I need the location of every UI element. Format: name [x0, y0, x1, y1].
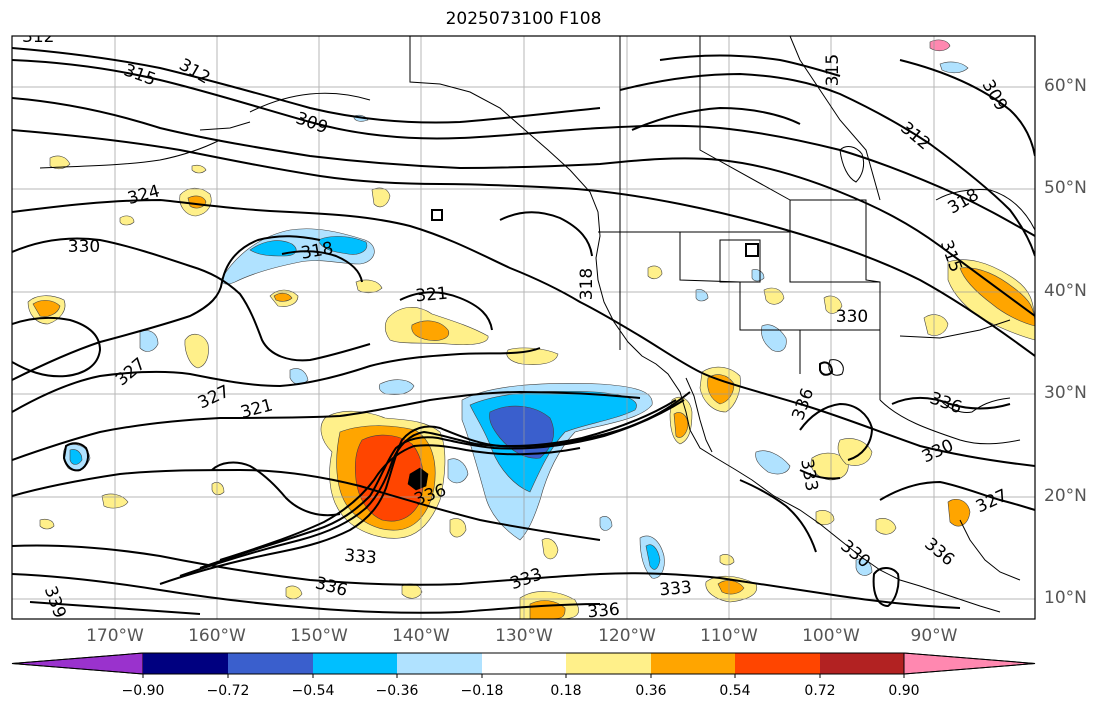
contour-label: 321	[415, 284, 449, 307]
lat-label: 50°N	[1044, 178, 1087, 198]
colorbar-tick-label: −0.54	[291, 683, 335, 699]
colorbar-tick-label: −0.36	[375, 683, 419, 699]
colorbar-tick-label: −0.72	[206, 683, 250, 699]
map-frame	[11, 35, 1036, 620]
colorbar-tick-label: 0.54	[719, 683, 751, 699]
colorbar-tick-label: 0.36	[635, 683, 667, 699]
colorbar-segment	[735, 653, 820, 674]
colorbar	[11, 652, 1036, 678]
colorbar-segment	[313, 653, 397, 674]
map-title: 2025073100 F108	[445, 9, 602, 29]
contour-label: 330	[836, 307, 868, 327]
colorbar-tick-label: 0.72	[804, 683, 836, 699]
lon-label: 170°W	[86, 626, 144, 646]
colorbar-segment	[11, 652, 144, 675]
contour-label: 315	[823, 54, 843, 86]
contour-label: 330	[68, 237, 100, 257]
lat-label: 30°N	[1044, 383, 1087, 403]
colorbar-segment	[651, 653, 735, 674]
colorbar-segment	[566, 653, 651, 674]
colorbar-segment	[482, 653, 566, 674]
colorbar-segment	[228, 653, 313, 674]
colorbar-segment	[143, 653, 228, 674]
lon-label: 120°W	[598, 626, 656, 646]
colorbar-tick-label: −0.18	[460, 683, 504, 699]
lon-label: 140°W	[392, 626, 450, 646]
colorbar-tick-label: 0.18	[550, 683, 582, 699]
lon-label: 90°W	[910, 626, 958, 646]
contour-label: 318	[577, 268, 597, 300]
colorbar-segment	[397, 653, 482, 674]
lat-label: 20°N	[1044, 486, 1087, 506]
lat-label: 60°N	[1044, 76, 1087, 96]
contour-label: 333	[343, 546, 377, 569]
contour-label: 333	[659, 578, 693, 601]
lon-label: 130°W	[495, 626, 553, 646]
contour-labels: 312 315 312 309 315 309 312 318 315 324 …	[22, 27, 1011, 623]
lon-label: 100°W	[802, 626, 860, 646]
lat-label: 10°N	[1044, 588, 1087, 608]
lat-label: 40°N	[1044, 281, 1087, 301]
colorbar-segment	[820, 653, 904, 674]
colorbar-segment	[903, 652, 1036, 675]
contour-label: 312	[22, 27, 54, 47]
colorbar-tick-label: −0.90	[121, 683, 165, 699]
colorbar-tick-label: 0.90	[888, 683, 920, 699]
contour-label: 336	[587, 600, 621, 623]
lon-label: 150°W	[290, 626, 348, 646]
lon-label: 160°W	[188, 626, 246, 646]
height-contours	[12, 47, 1035, 615]
lon-label: 110°W	[700, 626, 758, 646]
